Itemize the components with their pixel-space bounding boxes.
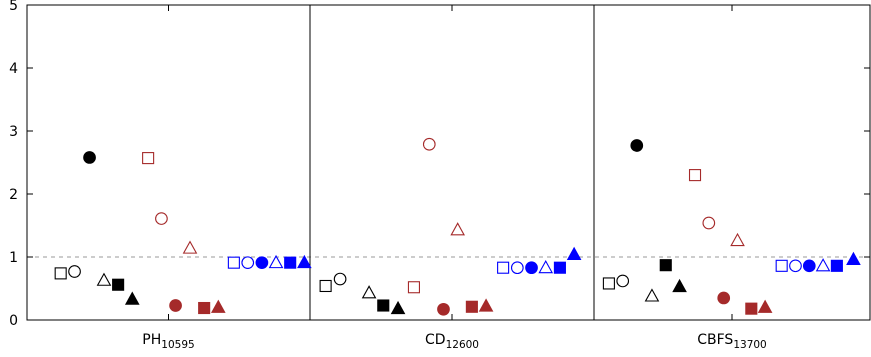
category-labels: PH10595 CD12600 CBFS13700 bbox=[142, 5, 767, 351]
data-point-red-filled-square bbox=[465, 300, 478, 313]
data-point-red-filled-triangle bbox=[757, 299, 773, 313]
data-point-black-open-circle bbox=[616, 274, 630, 288]
data-point-blue-open-circle bbox=[241, 256, 255, 270]
data-point-red-open-circle bbox=[422, 137, 436, 151]
data-point-red-open-triangle bbox=[450, 222, 465, 236]
data-point-black-open-circle bbox=[333, 272, 347, 286]
data-point-blue-filled-triangle bbox=[297, 254, 312, 269]
data-point-black-filled-circle bbox=[83, 151, 96, 164]
data-point-red-filled-triangle bbox=[210, 299, 226, 313]
data-point-blue-filled-square bbox=[553, 261, 566, 274]
data-point-black-filled-triangle bbox=[390, 300, 406, 315]
data-point-blue-open-square bbox=[227, 256, 240, 269]
data-point-red-open-square bbox=[688, 169, 702, 182]
category-label: CD12600 bbox=[425, 332, 479, 351]
category-label-main: CBFS bbox=[697, 332, 733, 348]
data-point-red-open-circle bbox=[155, 212, 168, 225]
data-point-red-filled-circle bbox=[169, 299, 182, 312]
data-point-blue-open-square bbox=[775, 259, 788, 272]
y-tick-label: 4 bbox=[9, 61, 18, 77]
data-point-blue-open-triangle bbox=[538, 259, 554, 274]
category-label-main: CD bbox=[425, 332, 446, 348]
data-point-black-open-triangle bbox=[361, 285, 377, 299]
data-point-black-filled-square bbox=[377, 299, 390, 312]
y-tick-label: 5 bbox=[9, 0, 18, 14]
data-point-red-open-triangle bbox=[182, 240, 198, 254]
data-point-black-open-circle bbox=[68, 265, 81, 278]
data-point-red-filled-square bbox=[198, 301, 211, 315]
data-point-red-open-square bbox=[407, 281, 420, 294]
data-point-black-open-triangle bbox=[644, 288, 660, 302]
category-label-subscript: 13700 bbox=[733, 339, 766, 351]
data-point-red-filled-circle bbox=[717, 291, 731, 305]
data-point-blue-filled-triangle bbox=[566, 246, 582, 260]
data-point-red-filled-circle bbox=[437, 302, 450, 316]
category-label-subscript: 12600 bbox=[446, 339, 479, 351]
data-point-blue-open-triangle bbox=[815, 258, 831, 272]
data-point-black-filled-square bbox=[112, 278, 125, 291]
y-tick-label: 0 bbox=[9, 313, 18, 329]
category-label: CBFS13700 bbox=[697, 332, 766, 351]
data-point-blue-filled-square bbox=[284, 256, 297, 269]
data-point-red-open-square bbox=[142, 152, 155, 165]
data-point-blue-open-square bbox=[497, 261, 510, 274]
category-label: PH10595 bbox=[142, 332, 194, 351]
data-point-blue-open-circle bbox=[510, 261, 524, 275]
data-point-red-open-circle bbox=[702, 216, 716, 230]
category-label-main: PH bbox=[142, 332, 161, 348]
data-point-black-open-triangle bbox=[96, 272, 112, 286]
y-axis-ticks: 0 1 2 3 4 5 bbox=[9, 0, 870, 329]
y-tick-label: 2 bbox=[9, 187, 18, 203]
data-point-blue-filled-triangle bbox=[846, 251, 861, 266]
y-tick-label: 1 bbox=[9, 250, 18, 266]
data-point-blue-filled-square bbox=[830, 259, 843, 272]
data-point-blue-open-circle bbox=[789, 259, 802, 273]
data-point-blue-filled-circle bbox=[255, 256, 269, 270]
category-label-subscript: 10595 bbox=[161, 339, 194, 351]
data-point-blue-open-triangle bbox=[268, 254, 284, 269]
data-point-black-filled-triangle bbox=[672, 278, 687, 293]
data-point-black-open-square bbox=[319, 279, 332, 293]
data-points bbox=[54, 137, 861, 316]
axes bbox=[26, 4, 871, 321]
data-point-blue-filled-circle bbox=[525, 261, 538, 275]
data-point-red-open-triangle bbox=[730, 232, 745, 247]
data-point-black-open-square bbox=[54, 267, 67, 280]
y-tick-label: 3 bbox=[9, 124, 18, 140]
data-point-black-filled-triangle bbox=[124, 291, 140, 305]
data-point-black-filled-square bbox=[659, 259, 672, 272]
data-point-blue-filled-circle bbox=[802, 259, 816, 273]
data-point-red-filled-square bbox=[745, 302, 758, 315]
data-point-black-open-square bbox=[602, 277, 615, 290]
plot-frame bbox=[26, 4, 871, 321]
data-point-red-filled-triangle bbox=[478, 298, 494, 312]
data-point-black-filled-circle bbox=[630, 139, 644, 152]
